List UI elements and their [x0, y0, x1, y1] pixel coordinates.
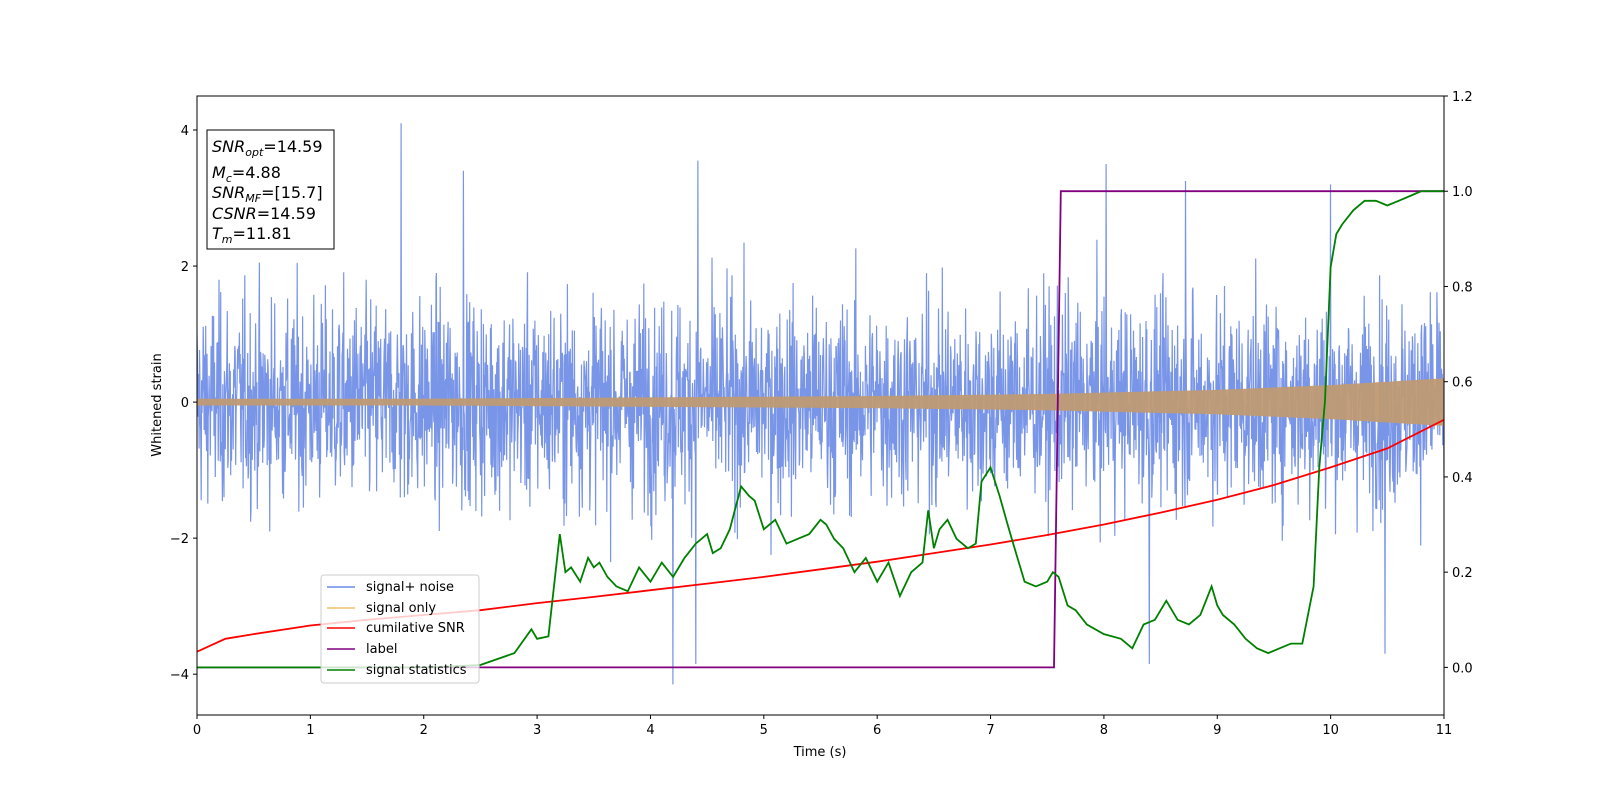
- y-right-tick-label: 1.2: [1452, 90, 1473, 105]
- y-axis-right: 1.2 1.0 0.8 0.6 0.4 0.2 0.0: [1444, 90, 1473, 676]
- y-left-tick-label: −4: [170, 668, 189, 683]
- y-right-tick-label: 1.0: [1452, 185, 1473, 200]
- info-snr-mf: SNRMF=[15.7]: [212, 183, 323, 205]
- x-tick-label: 3: [533, 723, 541, 738]
- label-line: [197, 190, 1444, 669]
- y-right-tick-label: 0.8: [1452, 280, 1473, 295]
- y-right-tick-label: 0.6: [1452, 376, 1473, 391]
- plot-frame: [196, 95, 1445, 716]
- y-axis-title: Whitened strain: [150, 353, 165, 456]
- info-csnr: CSNR=14.59: [212, 204, 316, 223]
- legend-frame: [320, 574, 480, 684]
- x-axis: 0 1 2 3 4 5 6 7 8 9 10 11: [193, 715, 1452, 738]
- signal-only-series: [197, 378, 1444, 426]
- x-axis-title: Time (s): [793, 745, 847, 760]
- info-tm: Tm=11.81: [212, 224, 292, 246]
- y-left-tick-label: 0: [181, 396, 189, 411]
- x-tick-label: 8: [1100, 723, 1108, 738]
- legend-label-label: label: [366, 642, 397, 657]
- x-tick-label: 1: [306, 723, 314, 738]
- x-tick-label: 10: [1322, 723, 1339, 738]
- legend-label-cumulative-snr: cumilative SNR: [366, 621, 465, 636]
- y-left-tick-label: 4: [181, 124, 189, 139]
- x-tick-label: 0: [193, 723, 201, 738]
- x-tick-label: 9: [1213, 723, 1221, 738]
- info-box: SNRopt=14.59 Mc=4.88 SNRMF=[15.7] CSNR=1…: [206, 129, 335, 250]
- signal-statistics-line: [197, 190, 1444, 669]
- y-left-tick-label: −2: [170, 532, 189, 547]
- signal-only-band: [197, 378, 1444, 426]
- y-right-tick-label: 0.0: [1452, 661, 1473, 676]
- info-box-frame: [206, 129, 335, 250]
- legend-label-signal: signal only: [366, 601, 436, 616]
- x-tick-label: 11: [1436, 723, 1453, 738]
- x-tick-label: 2: [420, 723, 428, 738]
- signal-plus-noise-line: [197, 123, 1444, 685]
- y-right-tick-label: 0.2: [1452, 566, 1473, 581]
- signal-plus-noise-series: [197, 123, 1444, 685]
- legend-label-statistics: signal statistics: [366, 663, 467, 678]
- info-snr-opt: SNRopt=14.59: [212, 137, 323, 159]
- y-axis-left: 4 2 0 −2 −4: [170, 124, 197, 683]
- y-left-tick-label: 2: [181, 260, 189, 275]
- legend-label-noise: signal+ noise: [366, 580, 454, 595]
- legend: signal+ noise signal only cumilative SNR…: [320, 574, 480, 684]
- x-tick-label: 7: [986, 723, 994, 738]
- info-mc: Mc=4.88: [212, 163, 281, 185]
- x-tick-label: 5: [760, 723, 768, 738]
- x-tick-label: 6: [873, 723, 881, 738]
- y-right-tick-label: 0.4: [1452, 471, 1473, 486]
- x-tick-label: 4: [646, 723, 654, 738]
